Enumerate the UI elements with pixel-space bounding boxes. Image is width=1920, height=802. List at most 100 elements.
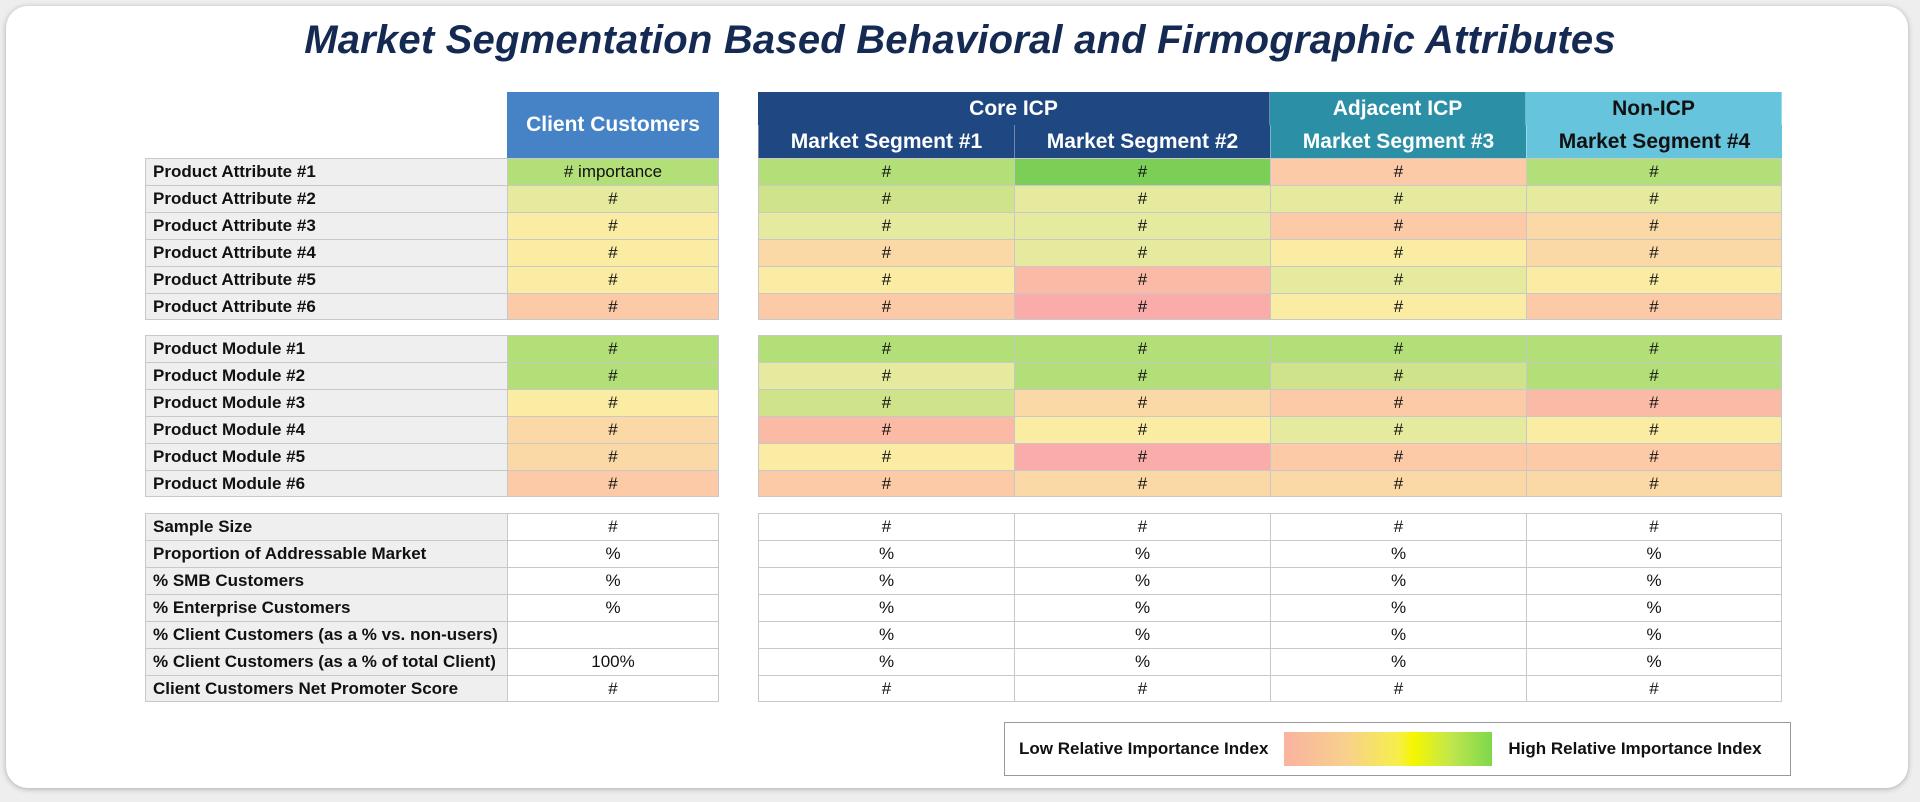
table-cell: % (1526, 540, 1782, 567)
segment-header: Market Segment #4 (1526, 125, 1782, 158)
table-cell: # (1270, 675, 1526, 702)
table-cell: 100% (507, 648, 719, 675)
legend-gradient-bar (1284, 732, 1493, 766)
table-cell: # importance (507, 158, 719, 185)
table-cell: # (1014, 443, 1270, 470)
table-cell: # (1270, 335, 1526, 362)
legend-low-label: Low Relative Importance Index (1019, 739, 1269, 758)
table-cell: # (507, 266, 719, 293)
table-cell: # (507, 389, 719, 416)
chart-title: Market Segmentation Based Behavioral and… (304, 18, 1616, 62)
table-cell: # (1526, 335, 1782, 362)
table-cell: # (758, 416, 1014, 443)
table-cell: # (1526, 158, 1782, 185)
table-cell: # (1014, 416, 1270, 443)
table-cell: % (1014, 594, 1270, 621)
table-cell: # (1526, 675, 1782, 702)
table-cell: # (1270, 389, 1526, 416)
table-cell: # (758, 239, 1014, 266)
table-cell: % (1526, 567, 1782, 594)
row-label: Product Module #1 (145, 335, 507, 362)
table-cell: # (1270, 513, 1526, 540)
table-cell: # (1270, 185, 1526, 212)
table-cell: # (1014, 185, 1270, 212)
table-cell: # (507, 470, 719, 497)
legend: Low Relative Importance Index High Relat… (1004, 722, 1791, 776)
table-cell: # (758, 185, 1014, 212)
table-cell: % (507, 540, 719, 567)
table-cell: % (1014, 540, 1270, 567)
row-label: Product Attribute #2 (145, 185, 507, 212)
row-label: Product Module #5 (145, 443, 507, 470)
row-label: Client Customers Net Promoter Score (145, 675, 507, 702)
group-header: Core ICP (758, 92, 1270, 125)
table-cell: # (1014, 239, 1270, 266)
table-cell: # (507, 293, 719, 320)
table-cell: # (1014, 335, 1270, 362)
table-cell: % (1270, 567, 1526, 594)
row-label: % Enterprise Customers (145, 594, 507, 621)
table-cell: % (1526, 594, 1782, 621)
table-cell: # (507, 212, 719, 239)
table-cell: # (1526, 293, 1782, 320)
table-cell: # (1270, 239, 1526, 266)
table-cell: # (1526, 362, 1782, 389)
table-cell: % (1270, 621, 1526, 648)
row-label: Proportion of Addressable Market (145, 540, 507, 567)
table-cell: % (758, 540, 1014, 567)
segment-header: Market Segment #2 (1014, 125, 1270, 158)
table-cell: # (1526, 513, 1782, 540)
table-cell: # (1014, 362, 1270, 389)
table-cell: # (1014, 266, 1270, 293)
table-cell: % (1526, 648, 1782, 675)
segment-header: Market Segment #1 (758, 125, 1014, 158)
table-cell: # (507, 675, 719, 702)
table-cell: % (758, 648, 1014, 675)
table-cell: % (758, 594, 1014, 621)
table-cell: # (507, 443, 719, 470)
table-cell: # (1270, 443, 1526, 470)
group-header: Adjacent ICP (1270, 92, 1526, 125)
row-label: Product Attribute #1 (145, 158, 507, 185)
table-cell: # (1526, 443, 1782, 470)
row-label: % Client Customers (as a % vs. non-users… (145, 621, 507, 648)
table-cell: # (1014, 389, 1270, 416)
group-header: Non-ICP (1526, 92, 1782, 125)
table-cell: # (758, 158, 1014, 185)
table-cell: # (758, 513, 1014, 540)
table-cell: % (1270, 540, 1526, 567)
table-cell: # (1270, 293, 1526, 320)
table-cell: # (758, 470, 1014, 497)
table-cell: # (1526, 185, 1782, 212)
table-cell: % (1270, 648, 1526, 675)
table-cell: # (1526, 212, 1782, 239)
table-cell: # (1526, 266, 1782, 293)
table-cell: # (507, 416, 719, 443)
table-cell: # (1014, 293, 1270, 320)
table-cell: # (507, 185, 719, 212)
table-cell: # (758, 443, 1014, 470)
row-label: Product Module #6 (145, 470, 507, 497)
table-cell: # (758, 293, 1014, 320)
row-label: % SMB Customers (145, 567, 507, 594)
table-cell: # (1526, 389, 1782, 416)
row-label: Product Attribute #5 (145, 266, 507, 293)
table-cell (507, 621, 719, 648)
row-label: Product Attribute #6 (145, 293, 507, 320)
row-label: Sample Size (145, 513, 507, 540)
table-cell: % (1014, 648, 1270, 675)
table-cell: # (507, 335, 719, 362)
row-label: Product Attribute #3 (145, 212, 507, 239)
table-cell: # (1526, 470, 1782, 497)
table-cell: # (1014, 158, 1270, 185)
client-customers-header: Client Customers (507, 92, 719, 158)
table-cell: # (1014, 675, 1270, 702)
table-cell: # (1014, 212, 1270, 239)
table-cell: # (507, 513, 719, 540)
table-cell: # (507, 239, 719, 266)
table-cell: # (1526, 239, 1782, 266)
table-cell: % (1014, 567, 1270, 594)
table-cell: # (1270, 266, 1526, 293)
legend-high-label: High Relative Importance Index (1508, 739, 1762, 758)
table-cell: # (1270, 470, 1526, 497)
